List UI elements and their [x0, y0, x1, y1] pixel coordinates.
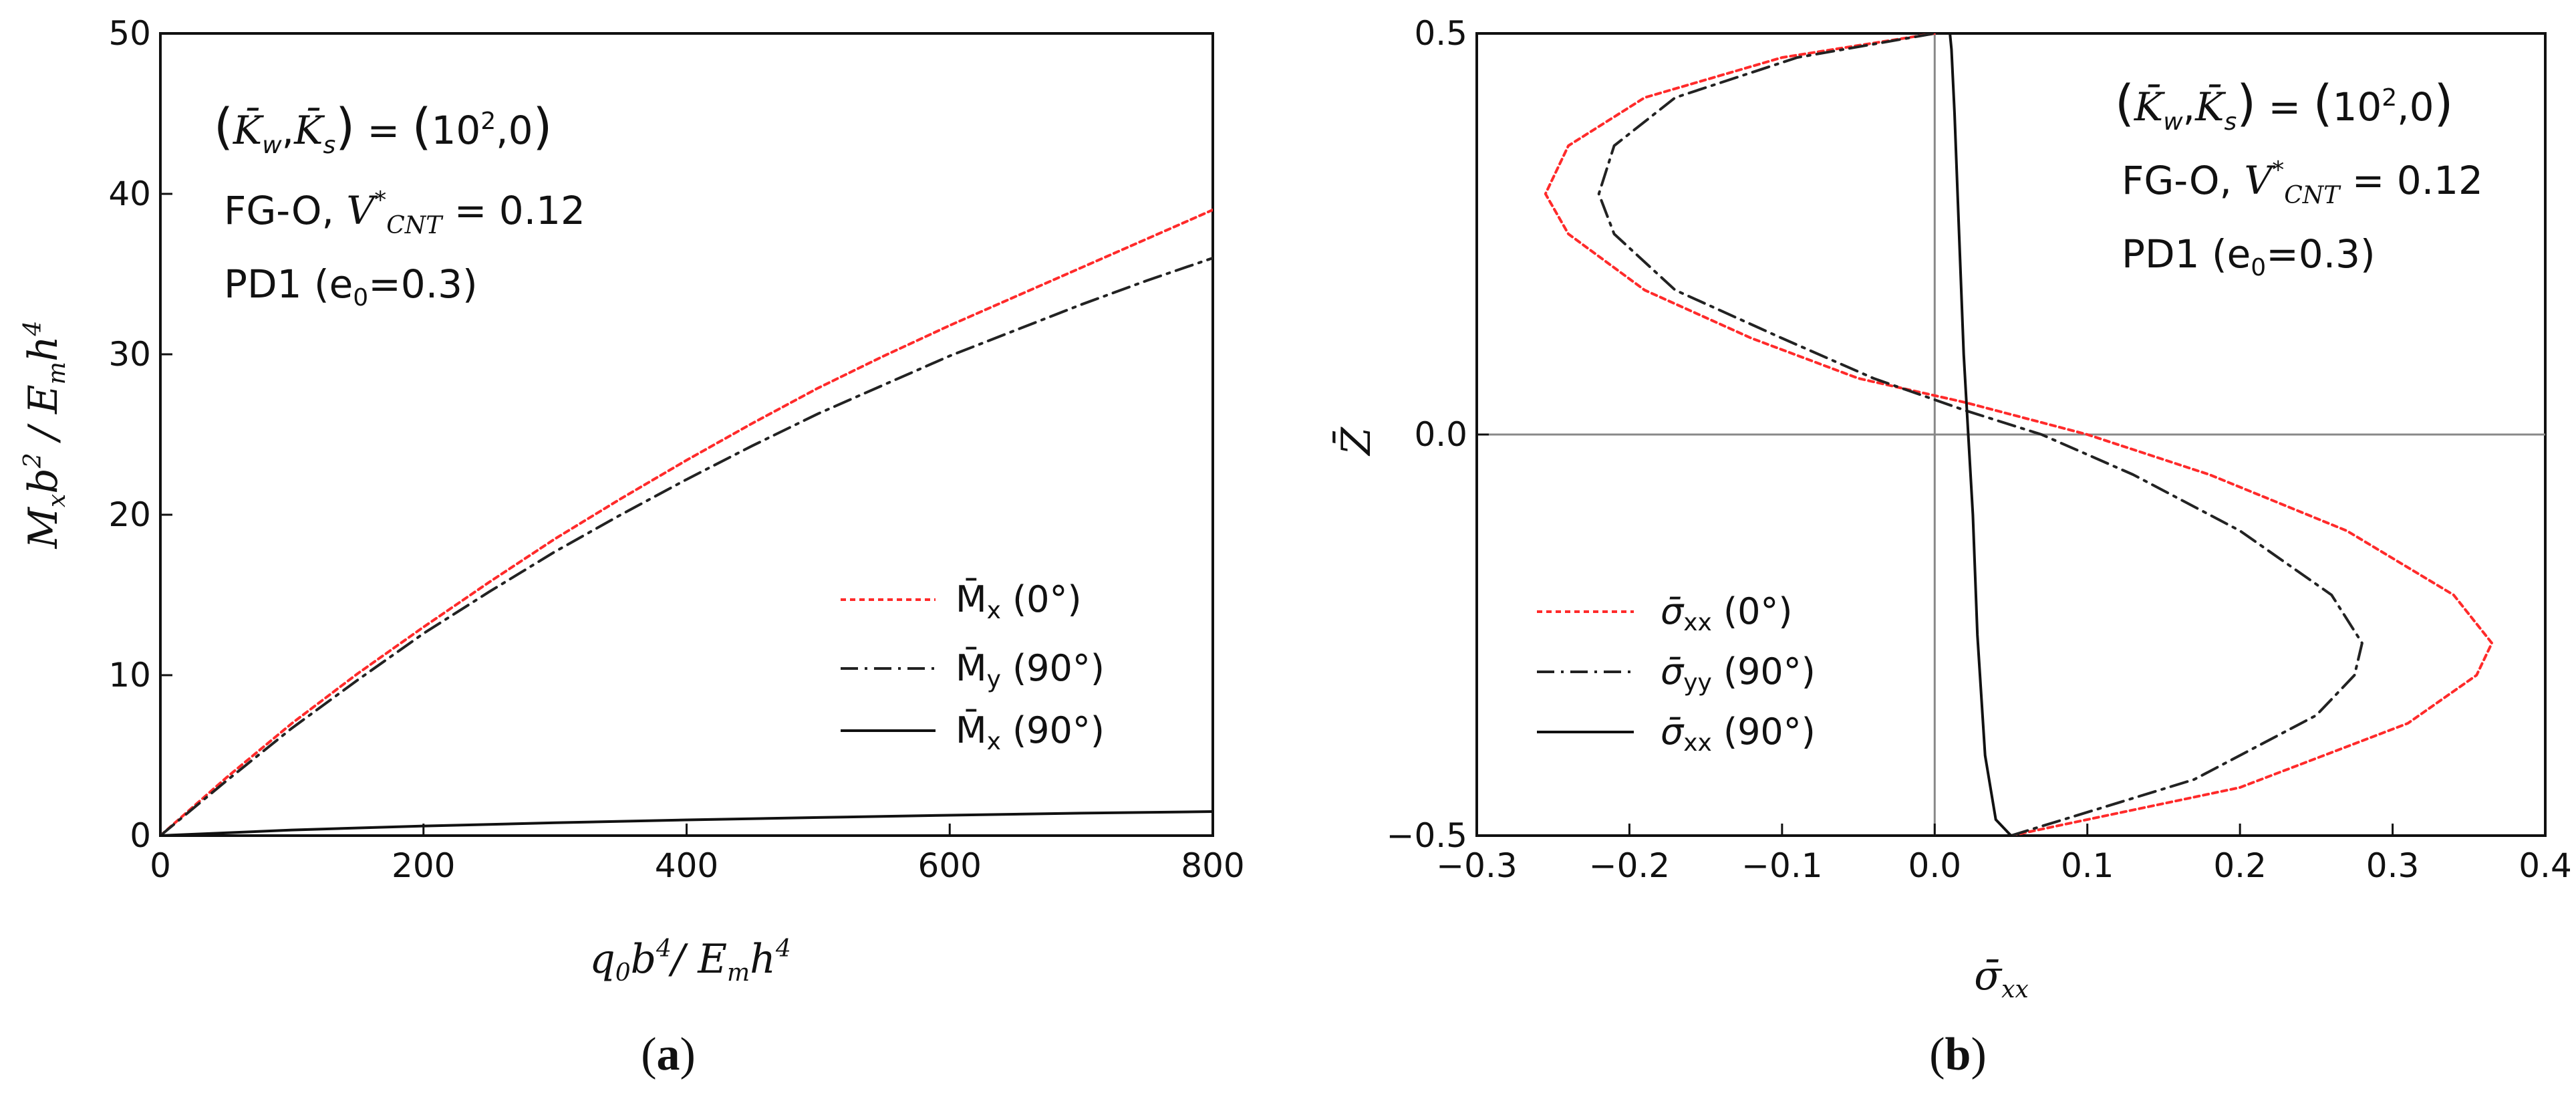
annotation-line1-a: (K̄w,K̄s) = (102,0): [214, 98, 552, 159]
y-tick-label-a: 10: [108, 656, 151, 695]
legend-label-syy90: σ̄yy (90°): [1661, 650, 1816, 697]
caption-a: (a): [641, 1029, 696, 1080]
y-tick-label-b: 0.5: [1414, 14, 1467, 53]
annotation-line3-b: PD1 (e0=0.3): [2122, 231, 2376, 281]
panel-a: 0 200 400 600 800 0 10 20 30 40 50 (K̄w,K̄s) = (10…: [19, 14, 1245, 1080]
legend-label-sxx90: σ̄xx (90°): [1661, 711, 1816, 757]
series-line-a-2: [160, 810, 1213, 836]
y-tick-label-a: 40: [108, 174, 151, 213]
tick-labels-b: −0.3 −0.2 −0.1 0.0 0.1 0.2 0.3 0.4 −0.5 0.0 0.5: [1387, 14, 2572, 885]
x-tick-label-a: 800: [1181, 846, 1244, 885]
y-tick-label-a: 20: [108, 495, 151, 534]
series-line-b-2: [1949, 33, 2013, 836]
y-tick-label-a: 0: [130, 816, 151, 855]
y-tick-label-b: 0.0: [1414, 415, 1467, 454]
series-group-a: [160, 209, 1213, 836]
legend-label-my90: M̄y (90°): [956, 647, 1105, 693]
y-axis-label-b: Z̄: [1332, 426, 1380, 457]
tick-labels-a: 0 200 400 600 800 0 10 20 30 40 50: [108, 14, 1244, 885]
x-tick-label-b: −0.2: [1589, 846, 1670, 885]
annotation-line3-a: PD1 (e0=0.3): [224, 261, 478, 312]
panel-b: −0.3 −0.2 −0.1 0.0 0.1 0.2 0.3 0.4 −0.5 0.0 0.5 (K…: [1332, 14, 2572, 1080]
x-axis-label-a: q0b4/ Emh4: [589, 935, 791, 987]
tick-marks-b: [1475, 32, 2547, 837]
y-axis-label-a: Mxb2 / Emh4: [19, 321, 71, 550]
legend-label-sxx0: σ̄xx (0°): [1661, 590, 1793, 636]
x-tick-label-b: 0.1: [2061, 846, 2114, 885]
x-tick-label-b: −0.3: [1436, 846, 1517, 885]
y-tick-label-a: 30: [108, 335, 151, 374]
series-line-b-1: [1597, 33, 2364, 836]
x-tick-label-a: 600: [918, 846, 982, 885]
x-tick-label-b: 0.3: [2366, 846, 2420, 885]
y-tick-label-a: 50: [108, 14, 151, 53]
series-line-a-1: [160, 257, 1213, 836]
annotation-line2-b: FG-O, V*CNT = 0.12: [2122, 156, 2483, 209]
legend-label-mx0: M̄x (0°): [956, 578, 1082, 624]
x-tick-label-b: 0.0: [1908, 846, 1962, 885]
annotation-stiffness-a: (K̄w,K̄s) = (102,0): [214, 98, 552, 159]
legend-b: σ̄xx (0°) σ̄yy (90°) σ̄xx (90°): [1537, 590, 1816, 757]
annotation-line2-a: FG-O, V*CNT = 0.12: [224, 187, 585, 239]
caption-b: (b): [1929, 1029, 1987, 1080]
legend-a: M̄x (0°) M̄y (90°) M̄x (90°): [841, 578, 1105, 755]
series-line-a-0: [160, 209, 1213, 836]
annotation-line1-b: (K̄w,K̄s) = (102,0): [2115, 75, 2453, 136]
x-axis-label-b: σ̄xx: [1974, 953, 2029, 1003]
tick-marks-a: [159, 32, 1214, 837]
x-tick-label-b: −0.1: [1741, 846, 1822, 885]
series-group-b: [1544, 33, 2494, 836]
x-tick-label-a: 400: [655, 846, 718, 885]
x-tick-label-a: 0: [150, 846, 171, 885]
x-tick-label-b: 0.2: [2213, 846, 2267, 885]
x-tick-label-a: 200: [392, 846, 455, 885]
legend-label-mx90: M̄x (90°): [956, 709, 1105, 755]
y-tick-label-b: −0.5: [1387, 816, 1467, 855]
x-tick-label-b: 0.4: [2519, 846, 2572, 885]
